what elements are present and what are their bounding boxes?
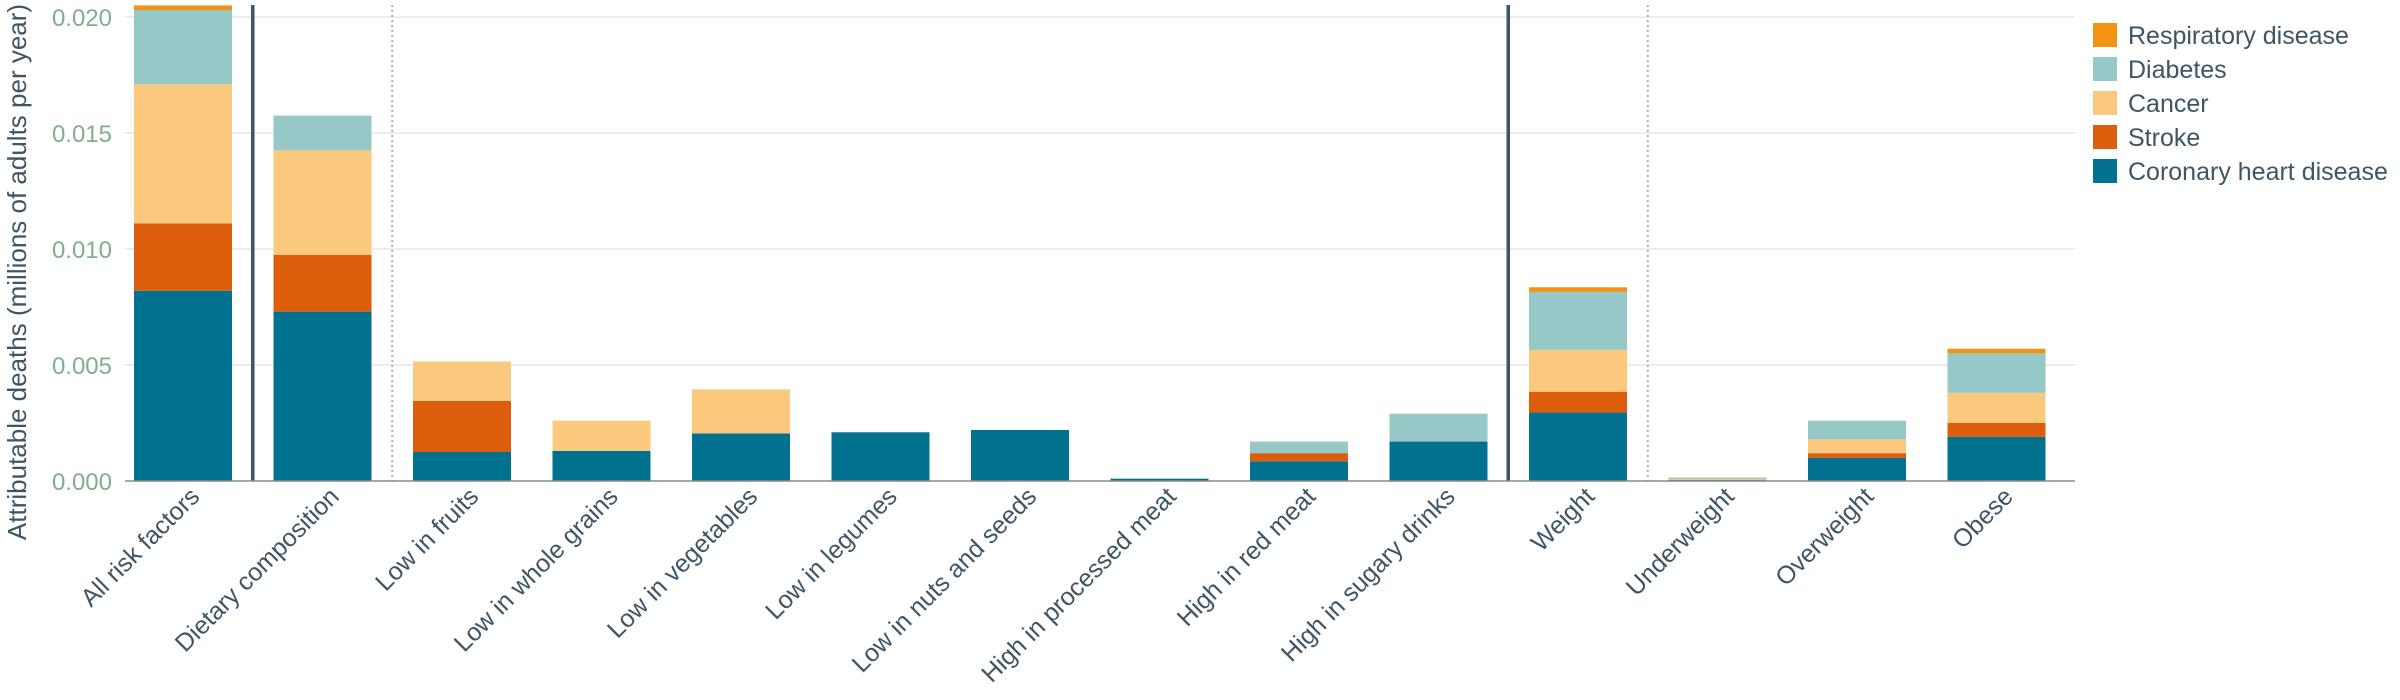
x-tick-label: Low in vegetables xyxy=(602,482,763,643)
legend-item[interactable]: Diabetes xyxy=(2093,56,2227,84)
y-tick-label: 0.005 xyxy=(52,353,112,380)
bar-segment xyxy=(1110,478,1209,481)
legend-label: Coronary heart disease xyxy=(2128,158,2388,186)
bar-segment xyxy=(1529,291,1627,350)
legend-swatch xyxy=(2093,91,2117,115)
bar-segment xyxy=(134,290,232,481)
bar-segment xyxy=(273,254,372,312)
gridlines xyxy=(125,16,2075,366)
bar-segment xyxy=(1250,441,1348,454)
bar-segment xyxy=(1947,392,2046,423)
bar-segment xyxy=(692,389,790,434)
legend-label: Diabetes xyxy=(2128,56,2227,84)
bar-segment xyxy=(1808,439,1906,454)
bar-segment xyxy=(134,84,232,224)
y-tick-label: 0.015 xyxy=(52,121,112,148)
bar-segment xyxy=(1808,453,1906,458)
legend-item[interactable]: Coronary heart disease xyxy=(2093,158,2388,186)
x-tick-label: Obese xyxy=(1947,482,2019,554)
legend-item[interactable]: Stroke xyxy=(2093,124,2200,152)
y-tick-label: 0.020 xyxy=(52,5,112,32)
bar-segment xyxy=(273,311,372,481)
bar-segment xyxy=(1529,412,1627,481)
legend-swatch xyxy=(2093,57,2117,81)
bar-segment xyxy=(1668,477,1767,480)
bar-segment xyxy=(413,361,511,401)
bar-segment xyxy=(1947,353,2046,393)
bar-segment xyxy=(134,10,232,85)
bar-segment xyxy=(1947,348,2046,354)
bar-segment xyxy=(692,433,790,481)
bar-segment xyxy=(1250,461,1348,481)
legend-label: Respiratory disease xyxy=(2128,22,2349,50)
x-tick-label: Low in legumes xyxy=(760,482,903,625)
x-tick-label: Underweight xyxy=(1621,482,1740,601)
bar-segment xyxy=(1529,391,1627,413)
legend-item[interactable]: Respiratory disease xyxy=(2093,22,2349,50)
legend-label: Cancer xyxy=(2128,90,2209,118)
x-tick-label: Weight xyxy=(1526,482,1601,557)
bar-segment xyxy=(1529,287,1627,292)
x-tick-label: High in red meat xyxy=(1172,482,1322,632)
bar-segment xyxy=(1529,349,1627,392)
y-tick-label: 0.010 xyxy=(52,237,112,264)
x-tick-label: Low in fruits xyxy=(370,482,484,596)
y-tick-label: 0.000 xyxy=(52,469,112,496)
bar-segment xyxy=(1389,441,1488,481)
bars xyxy=(134,5,2046,482)
bar-segment xyxy=(1808,420,1906,440)
bar-segment xyxy=(1947,423,2046,437)
group-separators xyxy=(251,5,1649,481)
bar-segment xyxy=(971,429,1069,481)
bar-segment xyxy=(273,150,372,255)
bar-segment xyxy=(134,223,232,291)
bar-segment xyxy=(273,115,372,151)
y-axis-label: Attributable deaths (millions of adults … xyxy=(2,4,32,540)
bar-segment xyxy=(1389,413,1488,442)
legend-swatch xyxy=(2093,23,2117,47)
bar-segment xyxy=(1668,478,1767,481)
bar-segment xyxy=(413,452,511,481)
legend-swatch xyxy=(2093,159,2117,183)
bar-segment xyxy=(1808,457,1906,481)
legend-swatch xyxy=(2093,125,2117,149)
bar-segment xyxy=(1947,436,2046,481)
legend: Respiratory disease Diabetes Cancer Stroke C… xyxy=(2093,22,2388,186)
bar-segment xyxy=(552,450,651,481)
bar-segment xyxy=(134,5,232,11)
bar-segment xyxy=(552,420,651,451)
bar-segment xyxy=(1250,453,1348,462)
x-tick-label: All risk factors xyxy=(75,482,205,612)
legend-label: Stroke xyxy=(2128,124,2200,152)
bar-segment xyxy=(831,432,930,481)
bar-segment xyxy=(413,400,511,452)
x-tick-label: Overweight xyxy=(1770,482,1879,591)
legend-item[interactable]: Cancer xyxy=(2093,90,2209,118)
